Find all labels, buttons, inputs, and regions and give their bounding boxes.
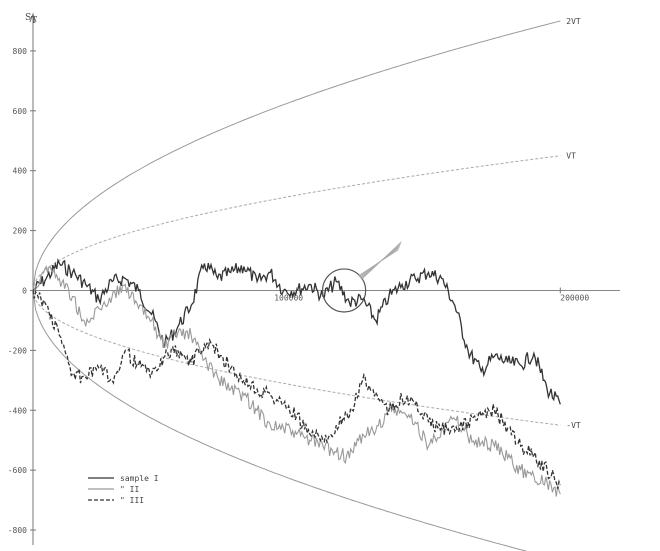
series-lines	[32, 257, 561, 497]
y-tick-label: -800	[8, 526, 27, 535]
x-tick-label: 100000	[274, 293, 303, 302]
envelope-label: -VT	[566, 421, 581, 430]
series-line-1	[32, 257, 561, 405]
envelope-vt	[32, 290, 561, 426]
legend-entry: " III	[120, 496, 144, 505]
y-tick-label: 800	[13, 47, 28, 56]
y-tick-label: -400	[8, 406, 27, 415]
envelope-label: 2VT	[566, 17, 581, 26]
y-axis-title-sub: T	[31, 16, 37, 26]
legend-entry: sample I	[120, 474, 159, 483]
envelope-2vt	[32, 20, 561, 291]
envelope-2vt	[32, 290, 528, 551]
annotation	[321, 241, 402, 313]
series-line-3	[32, 290, 561, 489]
annotation-circle	[321, 268, 367, 313]
legend: sample I " II " III	[88, 474, 159, 505]
axes: S T -800 -600 -400 -200 0 200 400 600 800 100000 200…	[8, 12, 620, 545]
y-axis-arrow	[29, 12, 37, 23]
y-tick-label: 0	[22, 286, 27, 295]
y-tick-label: 600	[13, 107, 28, 116]
envelope-label: VT	[566, 152, 576, 161]
y-tick-label: -600	[8, 466, 27, 475]
envelope-vt	[32, 155, 561, 291]
y-tick-label: 400	[13, 167, 28, 176]
annotation-hatch	[361, 241, 402, 280]
legend-entry: " II	[120, 485, 139, 494]
y-tick-label: 200	[13, 227, 28, 236]
series-line-2	[32, 264, 561, 497]
x-tick-label: 200000	[560, 293, 589, 302]
y-tick-label: -200	[8, 346, 27, 355]
y-axis-title: S	[25, 13, 31, 23]
